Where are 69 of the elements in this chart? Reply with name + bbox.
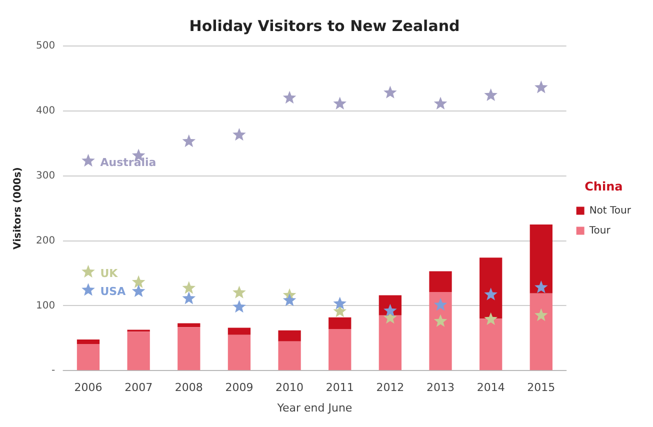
x-tick-label: 2012: [376, 381, 404, 394]
y-tick-label: 300: [36, 170, 56, 182]
bar: [76, 344, 100, 370]
legend-label: Tour: [588, 225, 612, 236]
point: [232, 300, 246, 313]
bar: [378, 315, 402, 370]
x-tick-label: 2009: [225, 381, 254, 394]
x-tick-label: 2014: [476, 381, 505, 394]
x-tick-label: 2010: [276, 381, 304, 394]
series-label: USA: [100, 284, 126, 298]
point: [232, 286, 246, 298]
x-tick-label: 2006: [74, 381, 102, 394]
bar: [328, 329, 352, 370]
y-tick-label: 500: [36, 40, 56, 52]
point: [484, 88, 498, 102]
point: [182, 134, 196, 148]
bar: [178, 323, 200, 328]
point: [232, 128, 246, 141]
point: [333, 304, 347, 318]
series-label: Australia: [100, 156, 156, 169]
x-tick-label: 2011: [326, 381, 354, 394]
y-tick-label: 400: [36, 106, 56, 117]
point: [82, 283, 95, 296]
point: [333, 96, 347, 110]
point: [534, 80, 548, 94]
bar: [530, 293, 552, 370]
x-tick-label: 2007: [124, 381, 153, 394]
point: [434, 96, 448, 110]
y-tick-label: -: [51, 365, 56, 376]
point: [384, 86, 397, 98]
point: [182, 292, 196, 304]
point: [534, 308, 548, 322]
x-tick-label: 2008: [174, 381, 203, 394]
bar: [127, 332, 150, 370]
series-label: UK: [100, 266, 118, 280]
point: [132, 275, 146, 288]
x-axis-title: Year end June: [276, 401, 352, 414]
point: [132, 284, 146, 298]
point: [282, 293, 296, 306]
point: [484, 288, 498, 300]
bar: [328, 317, 352, 330]
bar: [228, 328, 251, 335]
legend-label: Not Tour: [589, 205, 632, 216]
bar: [429, 292, 452, 370]
bar: [429, 271, 452, 292]
bar: [228, 334, 251, 370]
point: [182, 281, 196, 294]
bar: [530, 224, 552, 294]
bar: [480, 318, 502, 370]
y-tick-label: 100: [36, 300, 56, 312]
y-tick-label: 200: [36, 235, 56, 246]
x-tick-label: 2015: [527, 381, 556, 394]
bar: [76, 339, 100, 344]
bar: [278, 341, 301, 370]
x-tick-label: 2013: [426, 381, 455, 394]
bar: [178, 327, 200, 370]
bar: [480, 258, 502, 319]
bar: [278, 330, 301, 342]
point: [282, 90, 296, 104]
chart-title: Holiday Visitors to New Zealand: [189, 16, 460, 35]
y-axis-title: Visitors (000s): [12, 167, 24, 250]
point: [434, 314, 448, 327]
point: [534, 280, 548, 294]
legend-title: China: [584, 179, 623, 194]
point: [434, 298, 448, 311]
point: [484, 312, 498, 325]
point: [82, 154, 95, 167]
point: [82, 264, 95, 278]
point: [333, 296, 347, 310]
